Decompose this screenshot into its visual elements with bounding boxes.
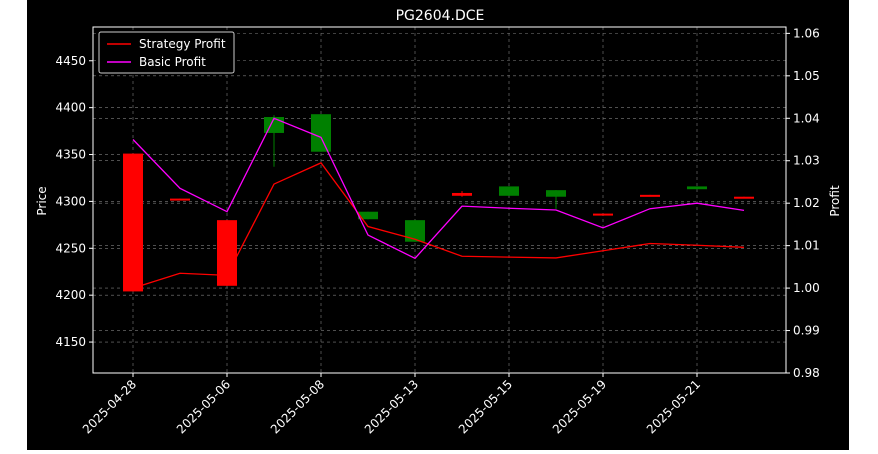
legend: Strategy Profit Basic Profit <box>98 31 235 74</box>
candle-up <box>405 220 425 242</box>
axes: 4150 4200 4250 4300 4350 4400 4450 0.98 0.99 1.00… <box>55 26 819 436</box>
x-tick-label: 2025-05-21 <box>644 377 703 436</box>
grid <box>93 27 786 374</box>
y2-tick-label: 1.00 <box>793 281 820 295</box>
candle-down <box>640 194 660 197</box>
x-tick-label: 2025-04-28 <box>80 377 139 436</box>
y2-tick-label: 0.98 <box>793 366 820 380</box>
chart-title: PG2604.DCE <box>396 8 485 24</box>
y2-tick-label: 1.02 <box>793 196 820 210</box>
legend-box <box>98 31 235 74</box>
y-tick-label: 4200 <box>55 288 86 302</box>
chart-frame: PG2604.DCE 4150 4200 4250 4300 4350 4400 4450 0… <box>27 0 849 450</box>
x-tick-label: 2025-05-19 <box>550 377 609 436</box>
strategy-profit-line <box>132 162 745 289</box>
candle-down <box>593 213 613 216</box>
candle-up <box>546 190 566 197</box>
x-tick-label: 2025-05-06 <box>174 377 233 436</box>
y2-tick-label: 1.05 <box>793 69 820 83</box>
candle-down <box>170 198 190 201</box>
legend-label-basic: Basic Profit <box>139 55 206 69</box>
y2-tick-label: 1.04 <box>793 111 820 125</box>
legend-label-strategy: Strategy Profit <box>139 37 226 51</box>
y-tick-label: 4350 <box>55 148 86 162</box>
y-tick-label: 4400 <box>55 101 86 115</box>
y-tick-label: 4450 <box>55 54 86 68</box>
x-tick-label: 2025-05-13 <box>362 377 421 436</box>
y2-tick-label: 1.01 <box>793 239 820 253</box>
candlestick-chart: PG2604.DCE 4150 4200 4250 4300 4350 4400 4450 0… <box>35 8 842 436</box>
y2-tick-label: 1.06 <box>793 26 820 40</box>
y2-tick-label: 0.99 <box>793 324 820 338</box>
y-tick-label: 4150 <box>55 335 86 349</box>
y-tick-label: 4250 <box>55 241 86 255</box>
y-tick-label: 4300 <box>55 194 86 208</box>
basic-profit-line <box>132 117 745 260</box>
y2-tick-label: 1.03 <box>793 154 820 168</box>
candle-up <box>358 211 378 220</box>
plot-area-border <box>92 26 787 374</box>
x-tick-label: 2025-05-08 <box>268 377 327 436</box>
y2-axis-label: Profit <box>828 185 842 217</box>
candle-up <box>499 186 519 196</box>
candles <box>123 114 754 292</box>
candle-down <box>734 196 754 199</box>
x-tick-label: 2025-05-15 <box>456 377 515 436</box>
candle-down <box>452 192 472 196</box>
candle-up <box>311 114 331 152</box>
candle-down <box>217 220 237 286</box>
candle-down <box>123 153 143 292</box>
candle-up <box>687 186 707 190</box>
profit-lines <box>132 117 745 289</box>
y-axis-label: Price <box>35 186 49 215</box>
